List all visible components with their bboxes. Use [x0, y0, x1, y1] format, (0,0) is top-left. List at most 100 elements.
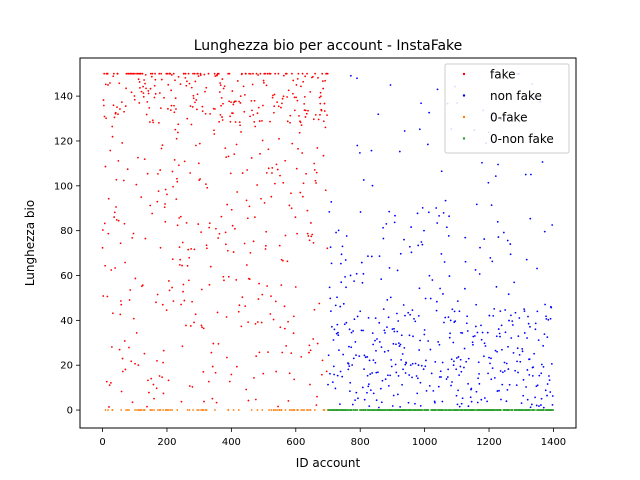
point-fake — [117, 113, 119, 116]
point-non-fake — [345, 321, 348, 324]
point-fake — [172, 72, 175, 75]
point-non-fake — [367, 385, 370, 388]
point-non-fake — [403, 238, 405, 241]
point-fake — [117, 159, 120, 162]
point-non-fake — [375, 371, 378, 374]
point-non-fake — [429, 297, 432, 300]
point-non-fake — [502, 231, 505, 234]
point-non-fake — [387, 384, 390, 387]
point-non-fake — [328, 210, 331, 213]
point-fake — [326, 114, 328, 117]
point-0-non-fake — [473, 409, 476, 411]
point-fake — [240, 131, 242, 133]
y-tick-label: 20 — [60, 361, 73, 372]
point-fake — [282, 181, 285, 184]
point-fake — [120, 101, 123, 104]
point-fake — [276, 168, 279, 171]
point-fake — [141, 72, 144, 75]
point-fake — [113, 211, 116, 214]
legend-label: fake — [490, 68, 515, 82]
point-fake — [105, 117, 107, 120]
point-fake — [165, 309, 168, 312]
point-fake — [176, 224, 179, 227]
point-non-fake — [474, 269, 477, 271]
point-fake — [179, 258, 182, 261]
point-non-fake — [382, 237, 385, 240]
point-fake — [257, 106, 260, 109]
point-non-fake — [438, 376, 441, 378]
point-fake — [121, 370, 124, 373]
point-non-fake — [489, 257, 492, 259]
point-fake — [208, 222, 211, 225]
point-non-fake — [391, 328, 394, 331]
point-non-fake — [432, 389, 435, 392]
point-fake — [223, 85, 226, 88]
point-fake — [324, 79, 327, 82]
point-fake — [223, 279, 225, 282]
point-fake — [178, 263, 181, 266]
point-non-fake — [453, 360, 455, 363]
point-non-fake — [366, 391, 368, 394]
point-0-fake — [204, 409, 207, 411]
point-fake — [175, 198, 178, 201]
point-0-fake — [290, 409, 293, 411]
point-fake — [284, 234, 287, 237]
point-non-fake — [476, 401, 479, 404]
point-fake — [246, 169, 249, 171]
point-non-fake — [408, 334, 411, 337]
point-fake — [272, 111, 275, 114]
point-fake — [188, 256, 191, 259]
point-0-fake — [197, 409, 200, 411]
point-fake — [153, 84, 156, 87]
point-fake — [287, 89, 290, 92]
point-fake — [228, 380, 231, 383]
point-fake — [102, 104, 105, 107]
point-fake — [149, 72, 152, 75]
point-non-fake — [499, 310, 502, 312]
point-fake — [279, 326, 282, 329]
point-fake — [132, 232, 135, 235]
point-fake — [284, 159, 287, 162]
point-fake — [109, 149, 112, 152]
point-non-fake — [450, 358, 453, 361]
point-fake — [143, 79, 145, 81]
point-fake — [170, 74, 173, 76]
point-fake — [274, 300, 277, 303]
point-fake — [315, 182, 317, 184]
point-non-fake — [403, 130, 406, 132]
point-non-fake — [515, 384, 518, 387]
point-non-fake — [424, 365, 427, 368]
point-fake — [230, 208, 233, 211]
point-fake — [258, 282, 260, 285]
point-fake — [317, 76, 319, 79]
point-fake — [114, 267, 117, 269]
point-0-fake — [188, 409, 191, 411]
point-fake — [301, 72, 304, 75]
point-fake — [229, 120, 232, 123]
point-non-fake — [451, 381, 453, 383]
point-non-fake — [449, 332, 451, 335]
point-fake — [318, 302, 321, 305]
point-non-fake — [396, 393, 399, 396]
point-non-fake — [394, 214, 396, 217]
point-fake — [180, 303, 183, 306]
point-fake — [196, 72, 199, 75]
point-0-fake — [214, 409, 216, 411]
point-0-non-fake — [411, 409, 413, 411]
point-fake — [310, 222, 312, 224]
point-non-fake — [344, 275, 346, 278]
point-non-fake — [350, 331, 353, 334]
point-non-fake — [435, 309, 438, 312]
point-fake — [320, 373, 323, 376]
point-fake — [212, 342, 215, 345]
point-fake — [216, 311, 219, 314]
point-non-fake — [479, 246, 481, 249]
point-non-fake — [470, 400, 473, 403]
point-non-fake — [385, 222, 388, 225]
point-fake — [207, 380, 210, 383]
point-non-fake — [348, 328, 351, 331]
point-non-fake — [359, 310, 362, 313]
point-fake — [314, 72, 317, 75]
point-0-non-fake — [427, 409, 430, 411]
point-non-fake — [520, 402, 523, 405]
